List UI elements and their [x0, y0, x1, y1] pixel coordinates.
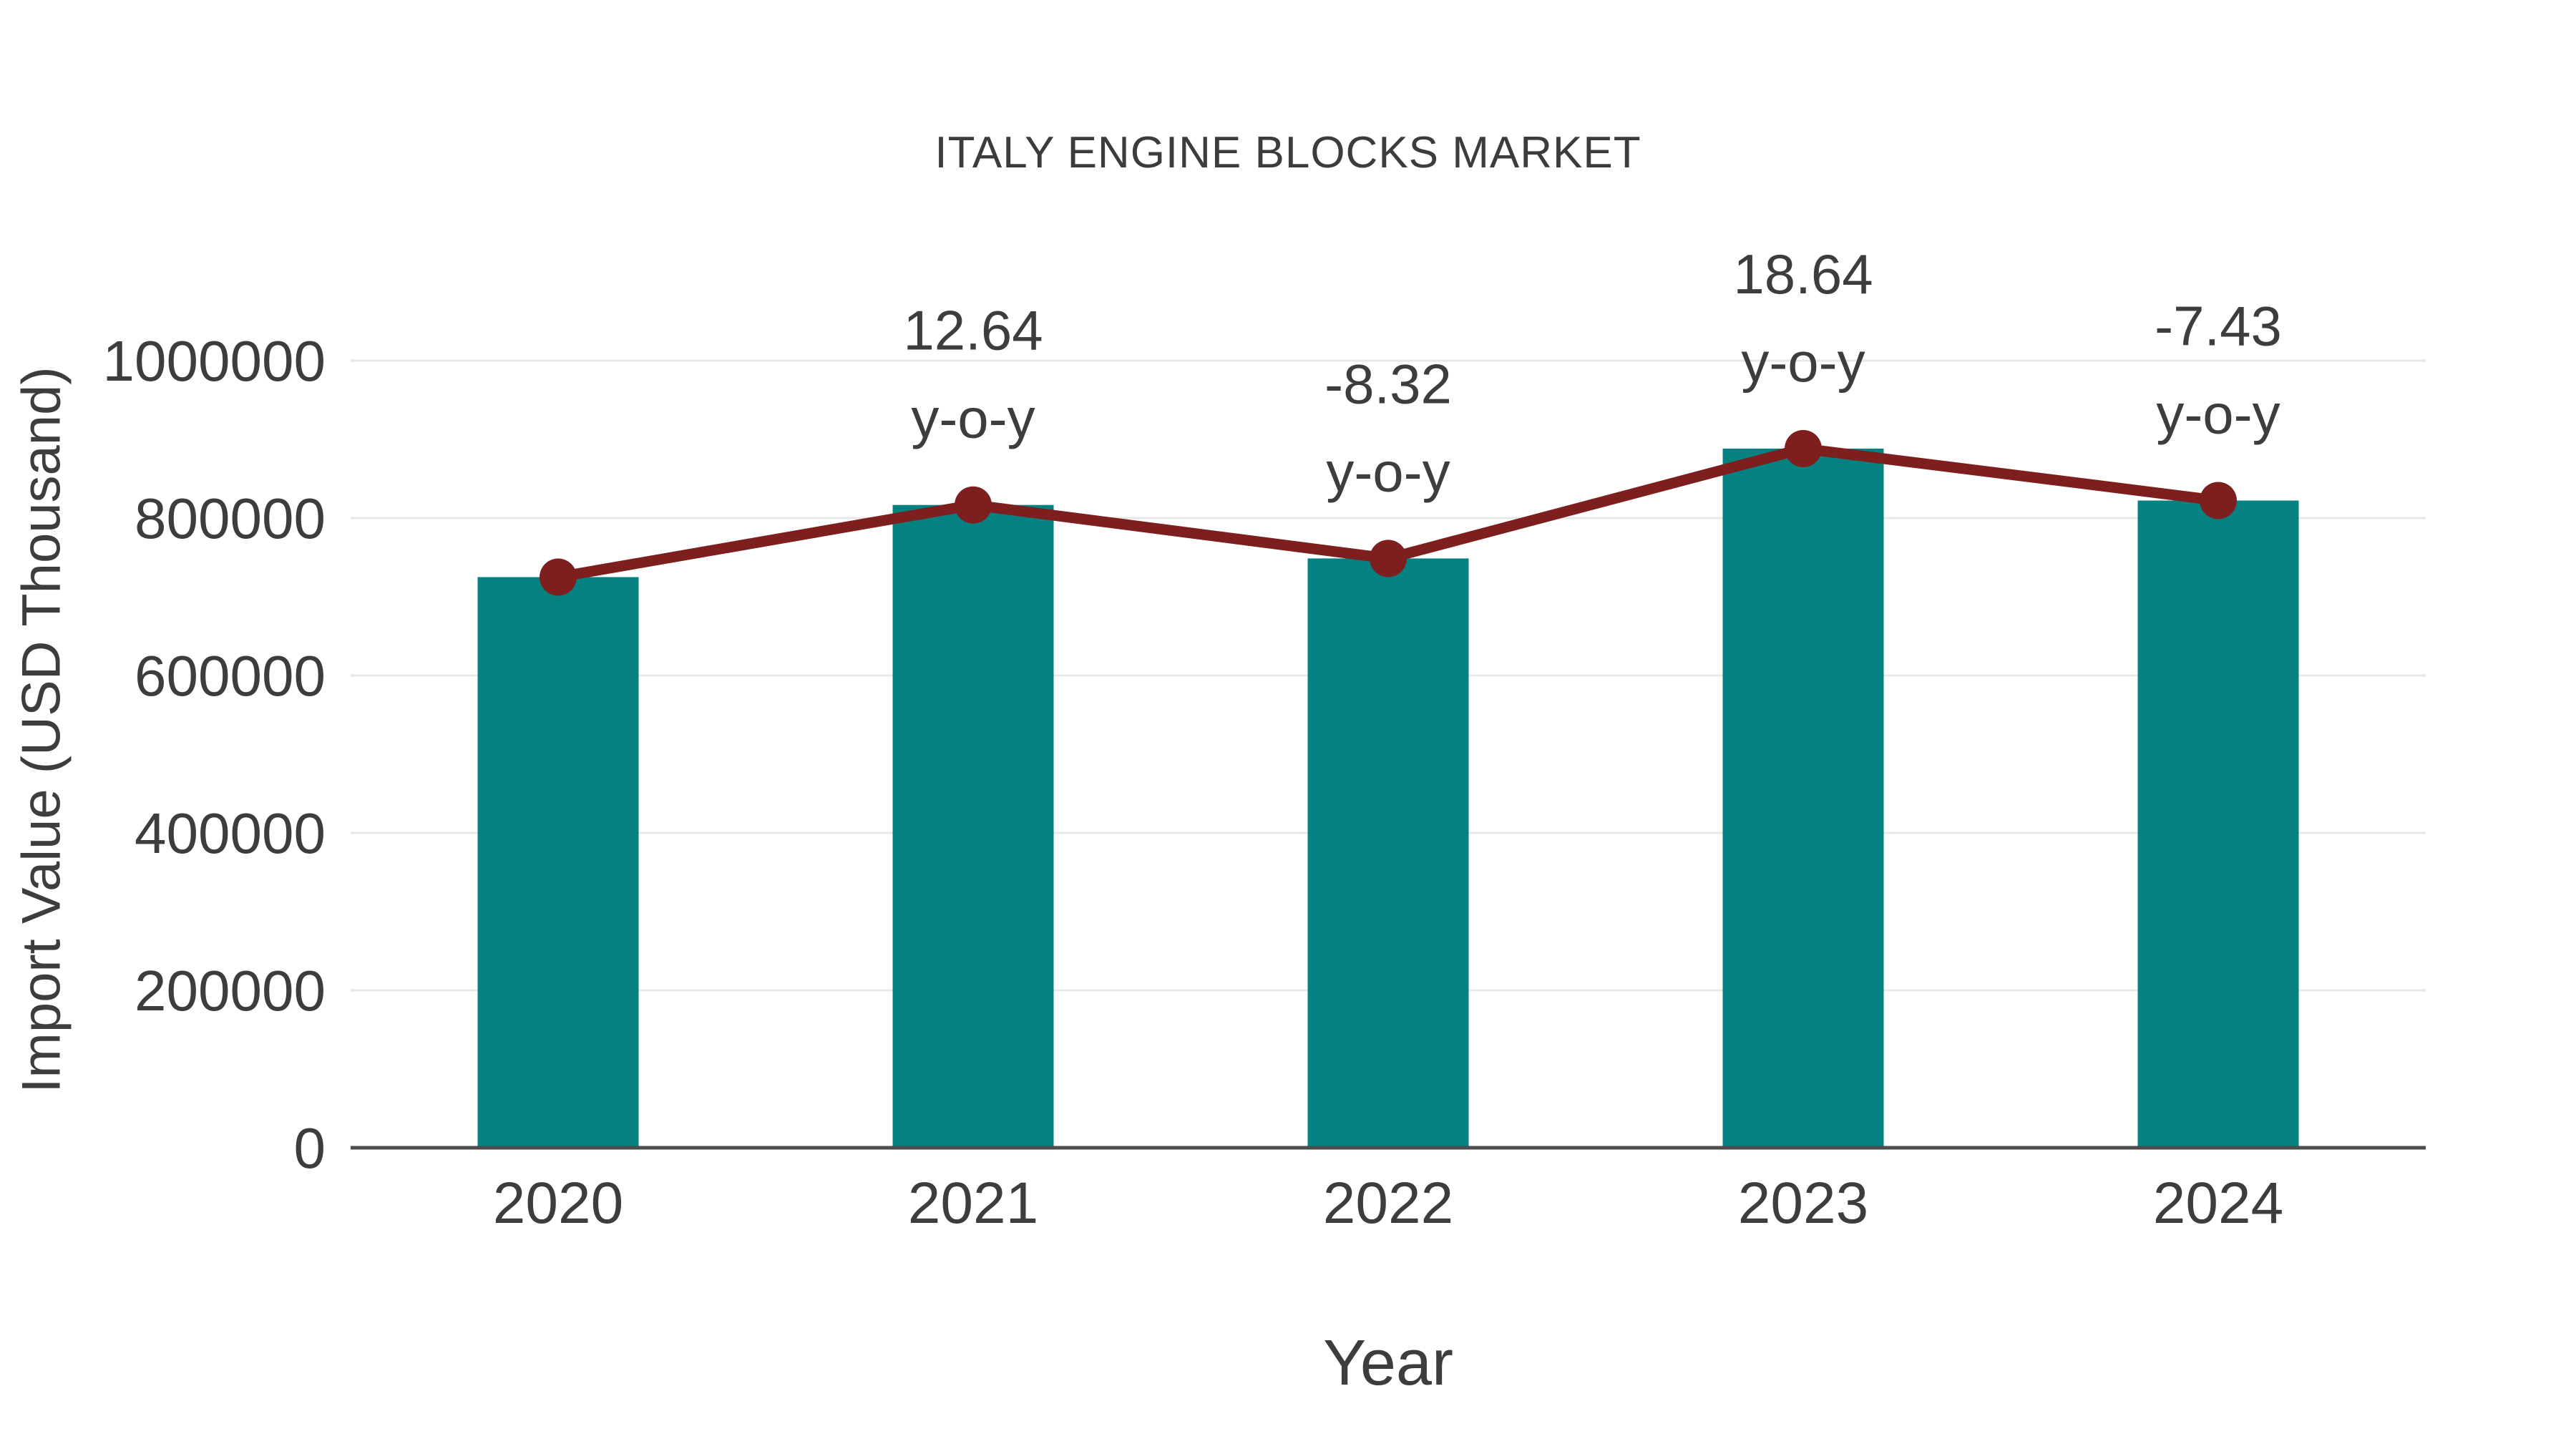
- annotation-2022-line2: y-o-y: [1326, 440, 1450, 503]
- annotation-2024-line2: y-o-y: [2156, 383, 2280, 446]
- x-tick-label: 2020: [493, 1171, 623, 1236]
- annotation-2021-line1: 12.64: [903, 299, 1043, 362]
- y-tick-label: 800000: [135, 487, 326, 550]
- y-tick-label: 0: [294, 1116, 326, 1180]
- bar-2022: [1307, 558, 1469, 1148]
- y-axis-title: Import Value (USD Thousand): [11, 366, 72, 1093]
- annotation-2023-line1: 18.64: [1733, 243, 1873, 306]
- trend-marker-2023: [1785, 429, 1822, 467]
- x-axis-title: Year: [1323, 1327, 1453, 1399]
- bar-2020: [477, 577, 639, 1148]
- y-tick-label: 1000000: [103, 329, 326, 393]
- bar-2023: [1722, 448, 1884, 1148]
- y-tick-label: 600000: [135, 644, 326, 708]
- trend-marker-2020: [540, 558, 577, 596]
- trend-marker-2022: [1370, 540, 1407, 577]
- annotation-2024-line1: -7.43: [2155, 295, 2282, 358]
- bar-2024: [2137, 500, 2299, 1148]
- trend-marker-2024: [2200, 482, 2237, 519]
- x-tick-label: 2022: [1323, 1171, 1453, 1236]
- annotation-2023-line2: y-o-y: [1741, 331, 1865, 394]
- y-tick-label: 400000: [135, 801, 326, 865]
- x-tick-label: 2023: [1738, 1171, 1868, 1236]
- chart-title: ITALY ENGINE BLOCKS MARKET: [935, 128, 1641, 177]
- trend-marker-2021: [955, 486, 992, 524]
- y-tick-label: 200000: [135, 959, 326, 1023]
- x-tick-label: 2024: [2153, 1171, 2283, 1236]
- annotation-2021-line2: y-o-y: [911, 387, 1035, 450]
- annotation-2022-line1: -8.32: [1324, 352, 1452, 415]
- x-tick-label: 2021: [908, 1171, 1038, 1236]
- bar-2021: [892, 504, 1054, 1148]
